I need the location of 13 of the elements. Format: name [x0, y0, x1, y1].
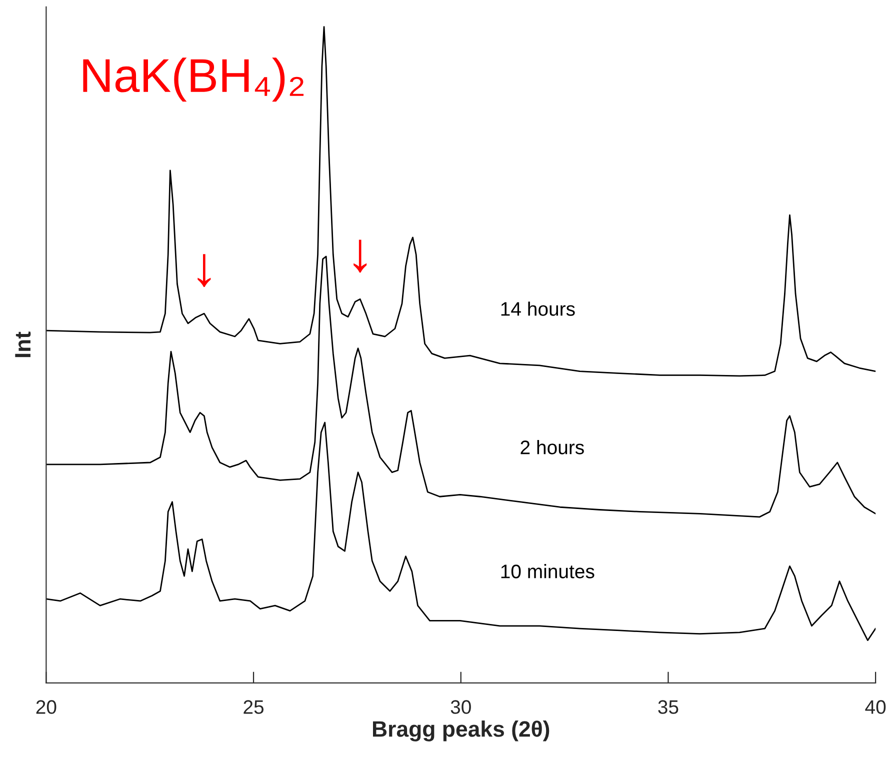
y-axis-title: Int — [15, 332, 31, 358]
x-tick-label: 25 — [244, 700, 264, 714]
text: 2 hours — [520, 440, 584, 454]
text: 14 hours — [501, 302, 575, 316]
x-tick-label: 30 — [450, 700, 471, 714]
text: 10 minutes — [501, 564, 594, 578]
annotation: NaK(BH₄)₂ — [83, 58, 304, 102]
annotation: ↓ — [354, 240, 367, 273]
x-axis-title: Bragg peaks (2θ) — [373, 720, 550, 742]
annotation: ↓ — [198, 254, 211, 288]
x-tick-label: 35 — [658, 700, 678, 714]
x-tick-label: 20 — [36, 700, 56, 714]
x-tick-label: 40 — [865, 700, 886, 714]
